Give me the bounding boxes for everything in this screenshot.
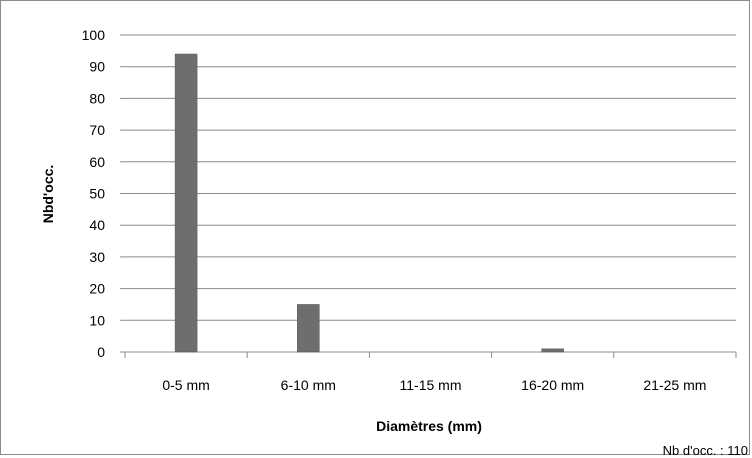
x-tick-label: 16-20 mm (521, 377, 584, 393)
bar (541, 348, 564, 353)
x-tick-label: 21-25 mm (643, 377, 706, 393)
x-axis-title: Diamètres (mm) (376, 418, 482, 434)
y-tick-label: 50 (89, 186, 105, 202)
occurrence-count-note: Nb d'occ. : 110 (663, 443, 748, 458)
y-tick-label: 20 (89, 281, 105, 297)
x-tick-label: 11-15 mm (400, 377, 462, 393)
y-tick-label: 100 (82, 27, 106, 43)
y-tick-label: 40 (89, 217, 105, 233)
x-tick-label: 0-5 mm (162, 377, 209, 393)
bars (174, 53, 564, 353)
x-tick-label: 6-10 mm (281, 377, 336, 393)
bar (174, 53, 198, 353)
gridlines (125, 34, 736, 321)
y-axis-title: Nbd'occ. (40, 165, 56, 224)
y-tick-label: 0 (97, 344, 105, 360)
y-tick-label: 60 (89, 154, 105, 170)
y-tick-label: 30 (89, 249, 105, 265)
bar (297, 304, 320, 353)
y-tick-label: 80 (89, 90, 105, 106)
y-tick-label: 10 (89, 312, 105, 328)
x-axis: 0-5 mm 6-10 mm 11-15 mm 16-20 mm 21-25 mm (124, 351, 737, 393)
y-tick-label: 70 (89, 122, 105, 138)
y-tick-label: 90 (89, 59, 105, 75)
y-axis: 0 10 20 30 40 50 60 70 80 90 100 (82, 27, 125, 360)
